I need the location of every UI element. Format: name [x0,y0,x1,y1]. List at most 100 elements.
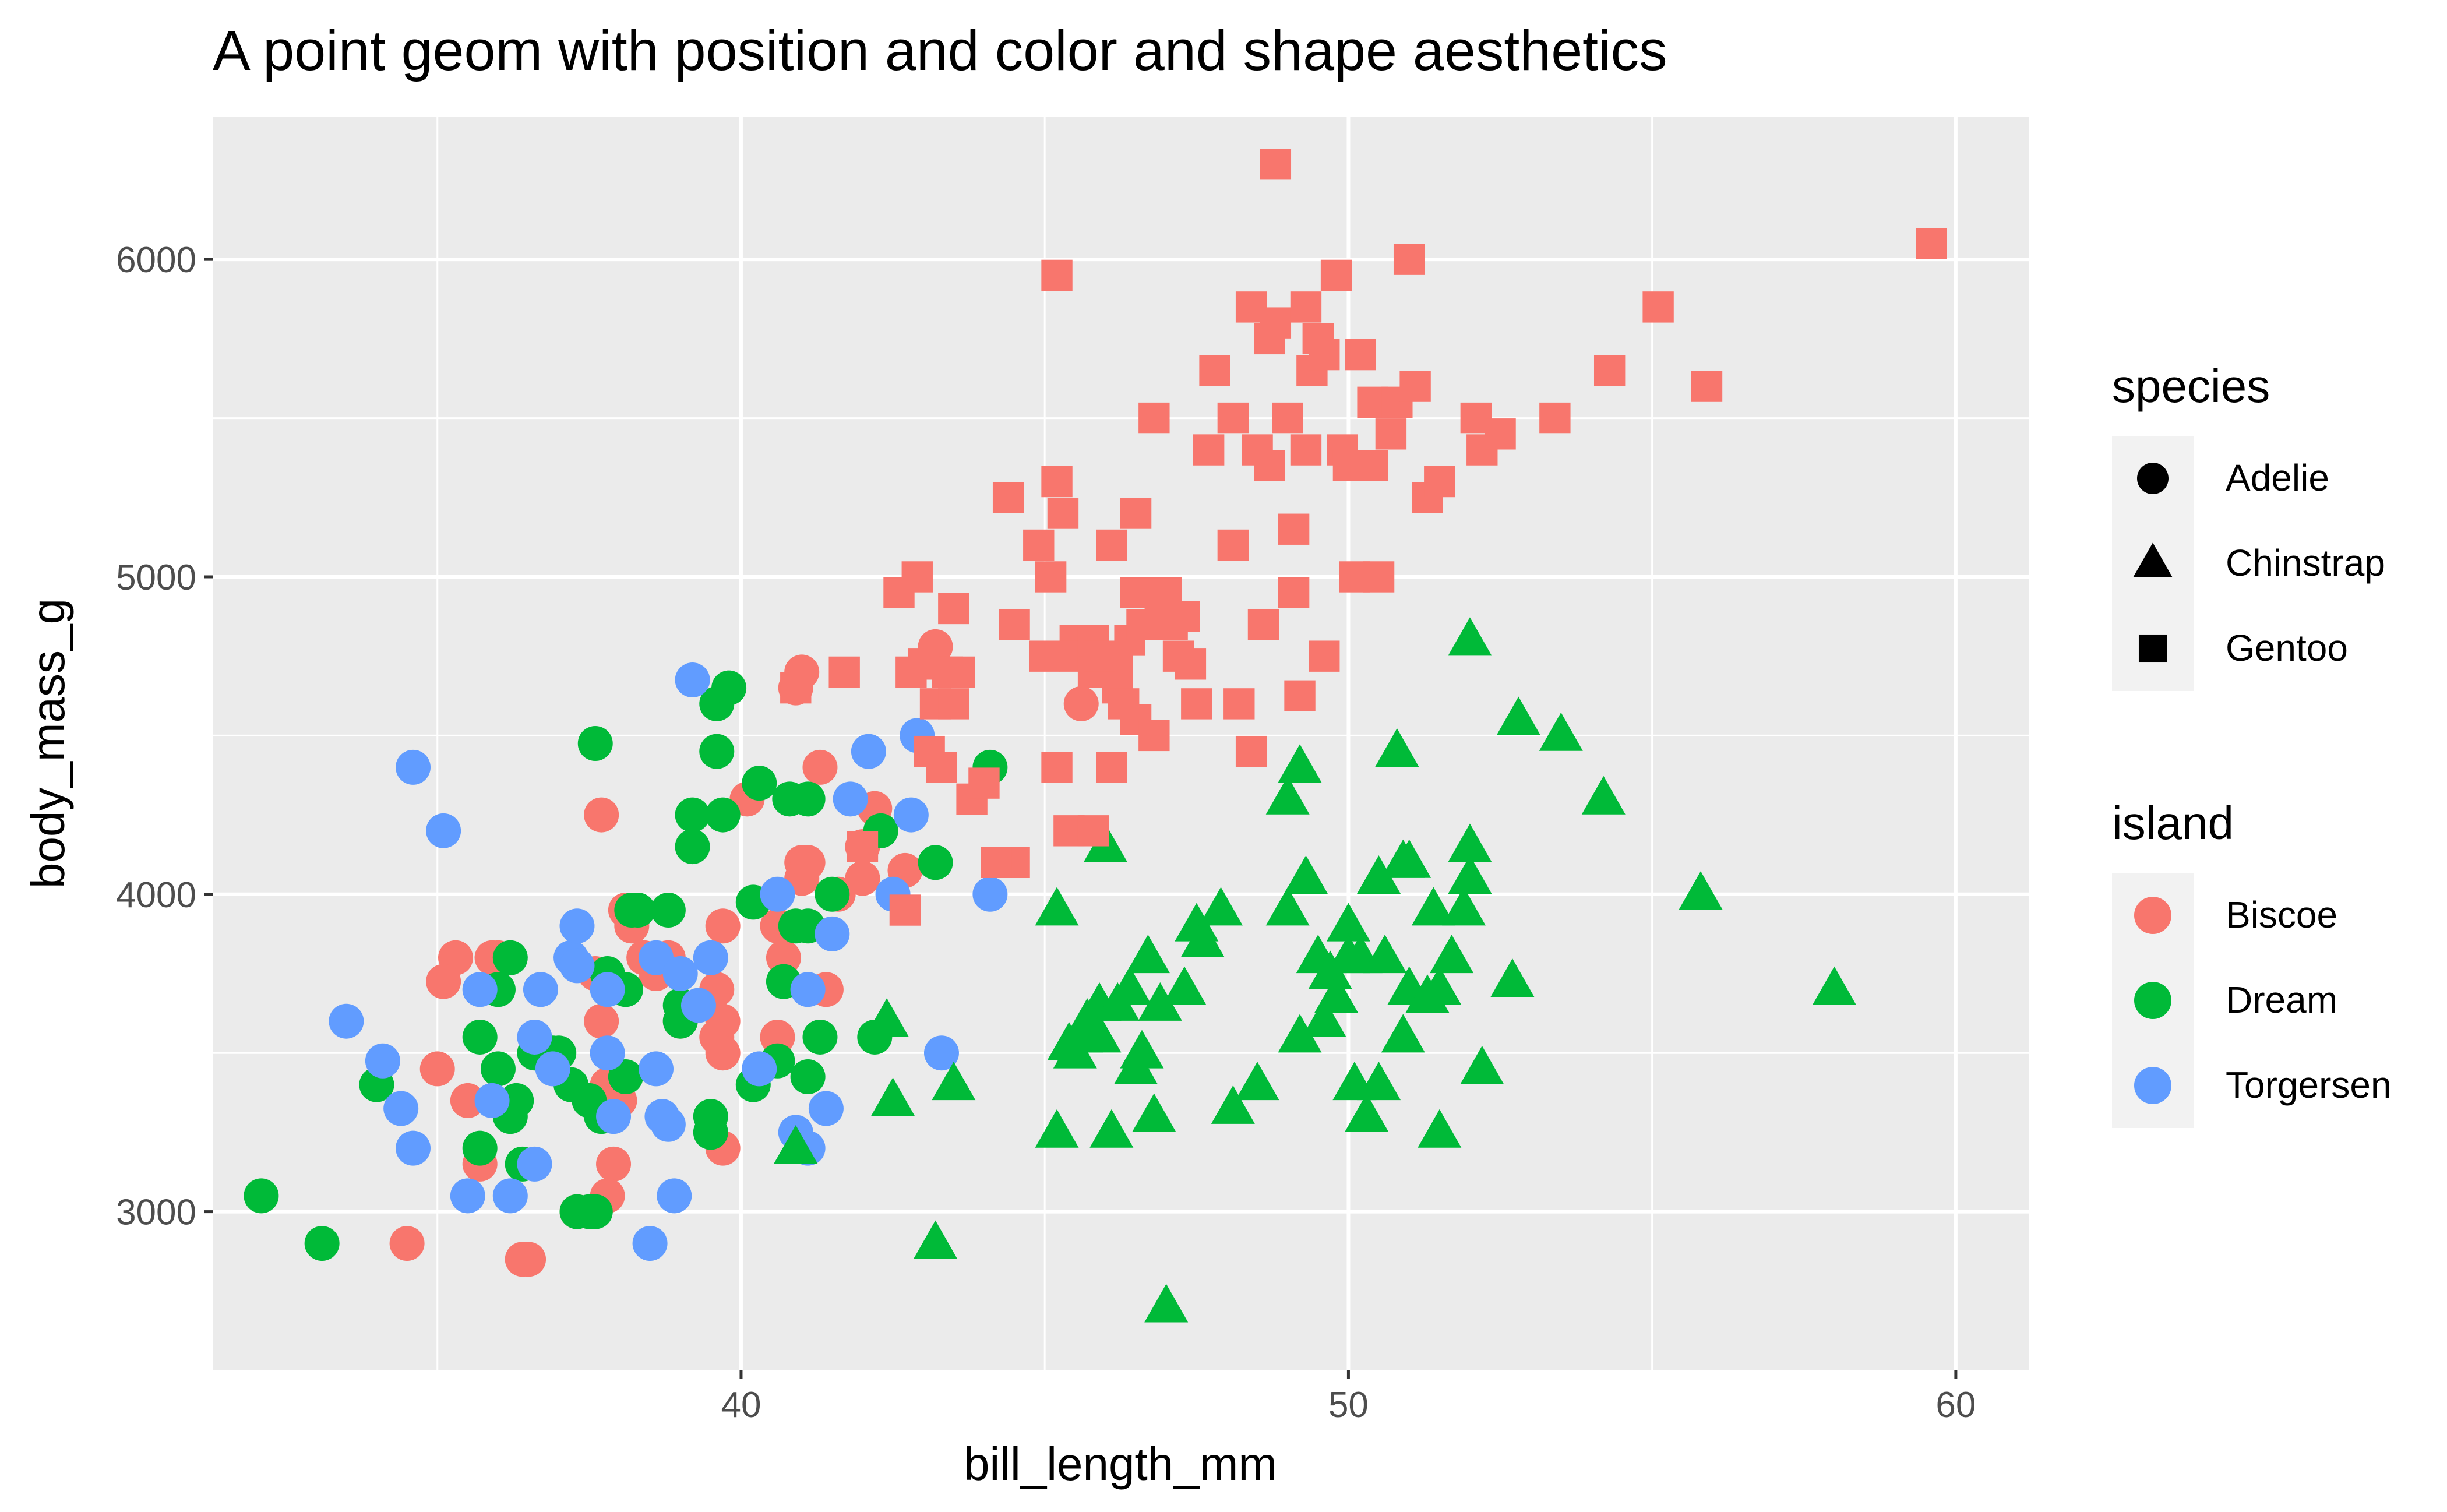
data-point-adelie-torgersen [662,956,698,991]
data-point-chinstrap-dream [1180,918,1225,957]
data-point-gentoo-biscoe [1077,815,1109,847]
legend-key-gentoo [2138,634,2167,663]
data-point-chinstrap-dream [1126,935,1170,974]
data-point-gentoo-biscoe [1120,577,1152,608]
data-point-chinstrap-dream [932,1062,976,1101]
data-point-gentoo-biscoe [889,894,921,926]
data-point-adelie-torgersen [596,1099,632,1134]
data-point-gentoo-biscoe [1309,640,1340,672]
data-point-gentoo-biscoe [999,608,1030,640]
y-tick-label: 5000 [116,558,196,598]
legend-key-biscoe [2134,897,2171,934]
data-point-adelie-torgersen [808,1091,844,1126]
data-point-adelie-torgersen [523,972,558,1007]
data-point-chinstrap-dream [1441,887,1486,926]
data-point-chinstrap-dream [1679,871,1723,910]
data-point-adelie-biscoe [511,1242,546,1277]
data-point-gentoo-biscoe [944,656,975,688]
y-axis-ticks: 3000 4000 5000 6000 [116,240,213,1233]
data-point-adelie-torgersen [474,1083,510,1118]
data-point-gentoo-biscoe [1181,688,1212,720]
data-point-chinstrap-dream [1418,1109,1462,1148]
data-point-gentoo-biscoe [1284,680,1316,711]
y-tick-label: 4000 [116,875,196,915]
data-point-chinstrap-dream [1345,1093,1389,1132]
legend-key-adelie [2137,463,2169,494]
y-axis-title: body_mass_g [22,598,74,889]
data-point-chinstrap-dream [1357,855,1401,894]
data-point-gentoo-biscoe [1254,323,1285,355]
data-point-adelie-torgersen [535,1051,570,1087]
data-point-gentoo-biscoe [1023,529,1055,561]
data-point-gentoo-biscoe [1363,561,1395,593]
data-point-adelie-torgersen [815,916,850,951]
data-point-gentoo-biscoe [1593,355,1626,386]
data-point-gentoo-biscoe [1096,752,1127,783]
data-point-adelie-dream [499,1083,534,1118]
data-point-gentoo-biscoe [1290,291,1322,323]
data-point-adelie-torgersen [365,1043,400,1079]
data-point-chinstrap-dream [1418,966,1462,1005]
data-point-chinstrap-dream [1138,982,1182,1021]
data-point-chinstrap-dream [1199,887,1243,926]
data-point-adelie-torgersen [396,1130,431,1166]
data-point-chinstrap-dream [1053,1030,1097,1069]
data-point-chinstrap-dream [774,1125,818,1164]
data-point-chinstrap-dream [1120,1030,1164,1069]
data-point-gentoo-biscoe [992,482,1024,513]
data-point-adelie-dream [577,1194,613,1229]
data-point-chinstrap-dream [914,1220,958,1259]
data-point-adelie-dream [244,1178,279,1214]
data-point-gentoo-biscoe [1375,418,1407,450]
data-point-adelie-torgersen [517,1146,552,1182]
data-point-chinstrap-dream [1035,1109,1079,1148]
data-point-chinstrap-dream [1387,839,1431,878]
data-point-adelie-torgersen [680,988,716,1023]
data-point-adelie-torgersen [893,797,929,833]
data-point-gentoo-biscoe [1150,577,1182,608]
data-point-adelie-dream [675,797,710,833]
data-point-chinstrap-dream [1035,887,1079,926]
data-point-chinstrap-dream [1326,903,1370,942]
data-point-adelie-dream [802,1019,838,1055]
data-point-gentoo-biscoe [1156,608,1188,640]
data-point-chinstrap-dream [1132,1093,1176,1132]
data-point-gentoo-biscoe [1278,513,1310,545]
data-point-chinstrap-dream [1089,1109,1134,1148]
data-point-gentoo-biscoe [1290,434,1322,466]
data-point-chinstrap-dream [1357,1062,1401,1101]
data-point-gentoo-biscoe [1278,577,1310,608]
legend-island-title: island [2112,797,2234,849]
data-point-adelie-torgersen [675,662,710,698]
data-point-gentoo-biscoe [1084,640,1115,672]
data-point-chinstrap-dream [1077,1014,1122,1053]
data-point-adelie-dream [462,1019,498,1055]
data-point-gentoo-biscoe [1424,466,1455,498]
x-axis-ticks: 40 50 60 [721,1370,1976,1425]
data-point-gentoo-biscoe [1254,450,1285,481]
data-point-adelie-dream [790,1059,826,1095]
data-point-adelie-torgersen [462,972,498,1007]
data-point-gentoo-biscoe [1247,608,1279,640]
data-point-adelie-torgersen [972,876,1008,912]
data-point-adelie-torgersen [693,940,728,975]
legend-island: island Biscoe Dream Torgersen [2112,797,2392,1128]
data-point-chinstrap-dream [1265,776,1310,815]
data-point-chinstrap-dream [1326,935,1370,974]
legend-label-dream: Dream [2226,979,2337,1021]
data-point-gentoo-biscoe [1120,498,1152,529]
data-point-adelie-dream [304,1226,340,1261]
data-point-adelie-torgersen [590,972,625,1007]
data-point-gentoo-biscoe [907,648,939,680]
plot-panel [213,117,2029,1370]
data-point-gentoo-biscoe [1041,259,1073,291]
data-point-gentoo-biscoe [1175,648,1207,680]
data-point-adelie-dream [815,876,850,912]
y-tick-label: 6000 [116,240,196,280]
data-point-gentoo-biscoe [1393,244,1425,275]
data-point-adelie-dream [650,893,686,928]
data-point-chinstrap-dream [1284,855,1328,894]
data-point-adelie-biscoe [1063,686,1099,721]
data-point-chinstrap-dream [1812,966,1856,1005]
grid-lines [213,117,2029,1370]
